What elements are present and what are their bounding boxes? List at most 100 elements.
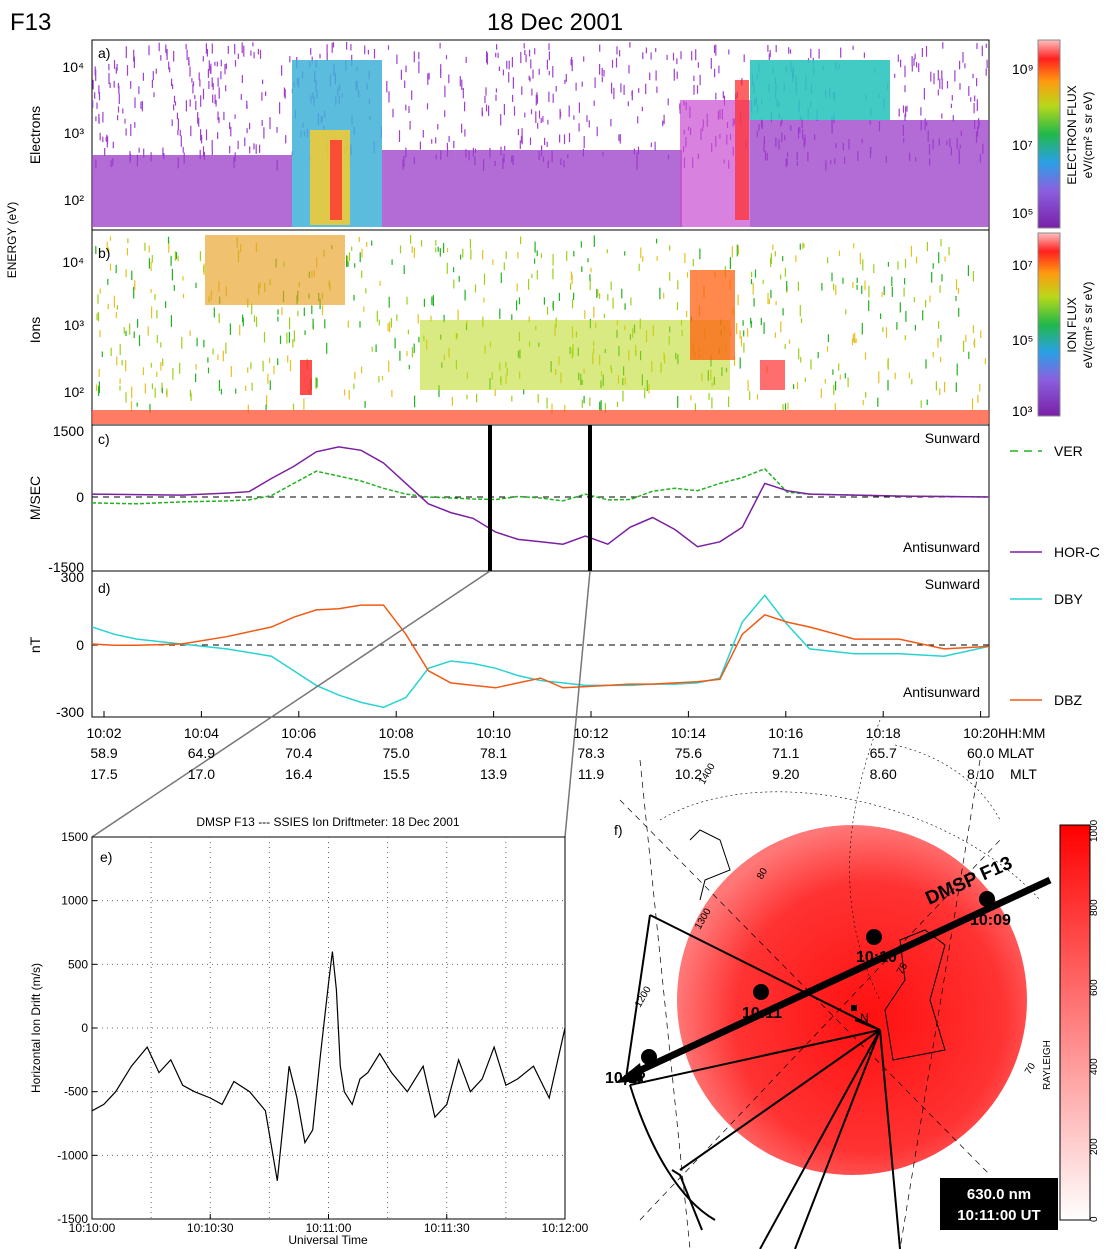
electron-count-mark [578, 123, 580, 132]
ion-count-mark [644, 388, 646, 399]
ion-count-mark [500, 272, 502, 283]
ion-colorbar: 10⁷ 10⁵ 10³ ION FLUX eV/(cm² s sr eV) [1012, 232, 1095, 419]
electron-count-mark [715, 92, 717, 100]
ion-count-mark [564, 404, 566, 413]
ion-count-mark [199, 251, 201, 262]
electron-count-mark [148, 45, 150, 56]
electron-count-mark [205, 43, 207, 54]
ion-count-mark [359, 252, 361, 263]
electron-count-mark [714, 68, 716, 78]
electron-count-mark [125, 128, 127, 136]
ion-count-mark [247, 367, 249, 373]
electron-count-mark [195, 100, 197, 111]
time-label: 10:04 [184, 725, 219, 741]
ion-count-mark [147, 326, 149, 336]
mlt-label: 16.4 [285, 766, 312, 782]
electron-count-mark [209, 66, 211, 74]
ion-count-mark [642, 256, 644, 262]
ion-count-mark [166, 390, 168, 395]
electron-count-mark [904, 113, 906, 122]
ion-count-mark [134, 280, 136, 291]
ion-count-mark [570, 271, 572, 281]
ion-count-mark [388, 360, 390, 372]
electron-count-mark [243, 45, 245, 57]
ion-count-mark [503, 262, 505, 271]
ion-count-mark [268, 357, 271, 364]
mlt-label: 9.20 [772, 766, 799, 782]
ion-count-mark [856, 285, 858, 290]
electron-cbar-label: ELECTRON FLUX [1065, 85, 1079, 184]
electron-count-mark [504, 145, 506, 151]
series-ver-line [92, 467, 989, 505]
ion-count-mark [387, 323, 389, 332]
electron-count-mark [517, 129, 519, 136]
legend: VER HOR-C DBY DBZ [1010, 443, 1100, 708]
electron-count-mark [930, 71, 932, 82]
ion-count-mark [826, 346, 829, 352]
ion-count-mark [470, 249, 472, 260]
panel-d-frame [91, 570, 990, 718]
ion-count-mark [940, 357, 942, 363]
electron-count-mark [190, 125, 192, 137]
electron-count-mark [538, 110, 541, 119]
electron-count-mark [257, 48, 259, 55]
electron-count-mark [255, 144, 257, 154]
ion-count-mark [371, 240, 373, 246]
ion-count-mark [115, 264, 117, 274]
electron-count-mark [428, 72, 430, 80]
electron-count-mark [615, 57, 618, 68]
electron-count-mark [680, 51, 682, 60]
ion-count-mark [196, 337, 198, 347]
electron-count-mark [976, 43, 978, 50]
figure-title: 18 Dec 2001 [487, 9, 623, 36]
electron-count-mark [976, 99, 978, 112]
electron-count-mark [528, 75, 530, 80]
electron-count-mark [439, 42, 441, 49]
satellite-label: F13 [10, 9, 51, 36]
electron-count-mark [905, 106, 907, 118]
electron-count-mark [575, 82, 577, 91]
ion-count-mark [832, 369, 834, 375]
mlat-label: 65.7 [870, 745, 897, 761]
ion-count-mark [780, 321, 782, 333]
electron-count-mark [524, 112, 526, 118]
ion-count-mark [137, 319, 139, 328]
mlt-label: 17.5 [90, 766, 117, 782]
ion-count-mark [659, 287, 661, 300]
allsky-image [677, 825, 1027, 1175]
electron-count-mark [173, 50, 175, 62]
ion-count-mark [551, 403, 553, 415]
ion-count-mark [170, 255, 172, 266]
electron-count-mark [925, 46, 928, 57]
ion-count-mark [868, 300, 870, 312]
ion-count-mark [740, 336, 743, 347]
panel-c-ytick-top: 1500 [53, 423, 84, 439]
ion-count-mark [179, 362, 181, 374]
panel-d-plot [92, 594, 989, 709]
ion-count-mark [439, 248, 441, 257]
ion-count-mark [451, 396, 453, 406]
time-axis-table: 10:02 58.9 17.5 10:04 64.9 17.0 10:06 70.4 16.4 1… [86, 711, 998, 782]
electron-count-mark [197, 112, 199, 124]
ion-count-mark [570, 283, 572, 290]
ion-count-mark [142, 367, 144, 375]
electron-count-mark [906, 105, 908, 112]
electron-count-mark [788, 47, 790, 54]
ion-count-mark [897, 261, 899, 270]
ion-count-mark [798, 348, 800, 360]
ion-count-mark [802, 242, 804, 250]
ion-count-mark [239, 324, 241, 336]
rayleigh-tick-800: 800 [1089, 899, 1100, 916]
e-ytick-label: 1000 [61, 894, 88, 908]
ion-count-mark [891, 276, 893, 287]
ion-count-mark [699, 248, 701, 260]
ion-count-mark [584, 310, 586, 319]
ion-count-mark [482, 250, 484, 260]
electron-count-mark [198, 72, 200, 81]
unit-mlat: MLAT [998, 745, 1035, 761]
electron-count-mark [225, 85, 227, 92]
electron-count-mark [710, 58, 712, 69]
ion-count-mark [435, 240, 437, 246]
ion-count-mark [531, 273, 533, 279]
